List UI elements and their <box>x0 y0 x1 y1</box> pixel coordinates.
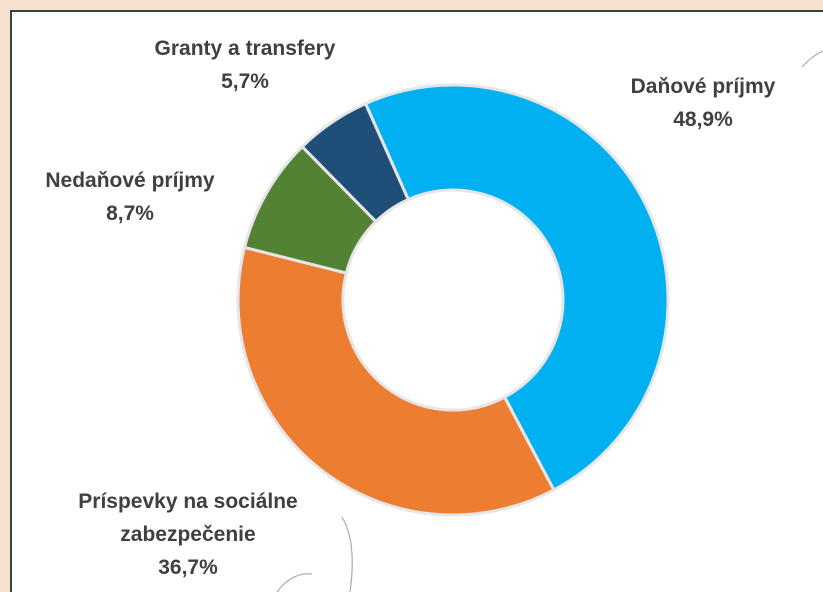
value-label: 48,9% <box>673 108 733 131</box>
value-label: 5,7% <box>221 70 269 93</box>
value-label: 36,7% <box>158 556 218 579</box>
chart-panel: Daňové príjmy 48,9% Príspevky na sociálne … <box>10 10 823 592</box>
slice-label: Príspevky na sociálne zabezpečenie 36,7% <box>33 485 343 584</box>
donut-slice <box>300 101 411 224</box>
decoration <box>341 516 353 592</box>
chart <box>236 50 823 592</box>
decoration <box>276 573 313 592</box>
donut-slice <box>236 245 556 517</box>
decoration <box>801 50 823 68</box>
category-label: Granty a transfery <box>154 37 336 60</box>
donut-slice <box>363 83 670 492</box>
slice-label: Nedaňové príjmy 8,7% <box>12 164 250 230</box>
category-label: Nedaňové príjmy <box>45 169 215 192</box>
category-label: Príspevky na sociálne zabezpečenie <box>78 490 298 546</box>
category-label: Daňové príjmy <box>630 75 776 98</box>
value-label: 8,7% <box>106 202 154 225</box>
slice-label: Daňové príjmy 48,9% <box>603 70 803 136</box>
slice-label: Granty a transfery 5,7% <box>115 32 375 98</box>
